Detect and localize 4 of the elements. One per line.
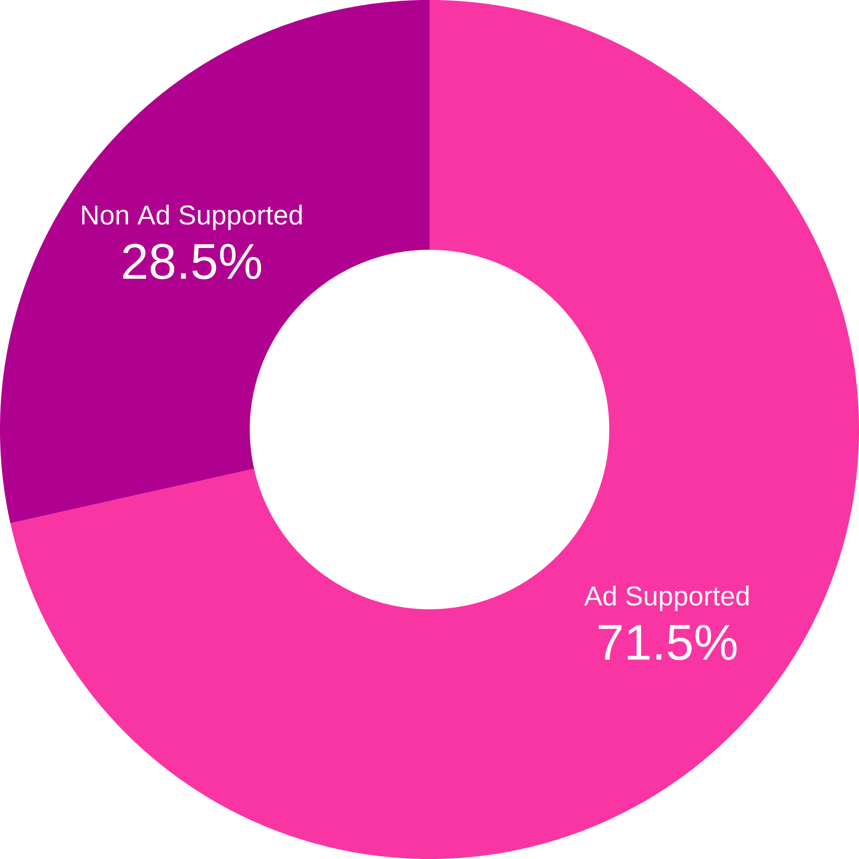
data-label: 71.5% (598, 624, 737, 660)
slice-label: Ad Supported (584, 586, 749, 611)
data-label: 28.5% (123, 244, 262, 280)
slice-label: Non Ad Supported (82, 204, 302, 230)
